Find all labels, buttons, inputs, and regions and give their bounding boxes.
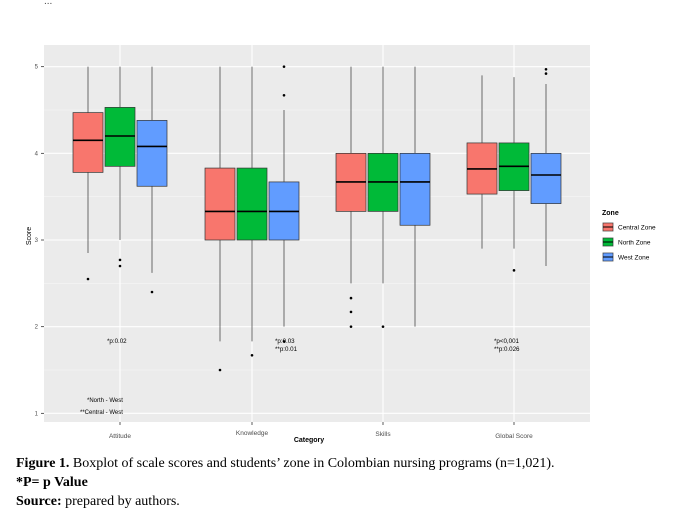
source-label: Source: [16,494,62,509]
outlier-point [544,72,548,75]
box-west-zone [530,152,562,204]
y-tick-label: 3 [35,238,39,244]
y-tick-label: 5 [35,65,39,71]
y-tick-label: 4 [35,151,39,157]
outlier-point [349,325,353,328]
figure-caption: Figure 1. Boxplot of scale scores and st… [16,456,555,472]
box-west-zone [399,152,431,226]
box-west-zone [136,120,168,187]
note-central-west: **Central - West [80,410,123,416]
annotation-global-2: **p:0.026 [494,346,520,353]
outlier-point [349,310,353,314]
plot-panel [44,45,590,422]
outlier-point [150,290,154,294]
legend-label: North Zone [618,240,651,247]
y-axis-title: Score [26,227,33,245]
legend-label: West Zone [618,255,650,262]
outlier-point [218,368,222,372]
source-text: prepared by authors. [61,494,180,509]
x-tick-label: Global Score [495,433,533,440]
outlier-point [282,340,286,343]
outlier-point [282,93,286,97]
outlier-point [381,325,385,328]
source-note: Source: prepared by authors. [16,494,180,510]
legend-label: Central Zone [618,225,656,232]
boxplot-chart: 1 2 3 4 5 Attitude Knowledge Skills Global Score… [26,45,656,444]
outlier-point [118,264,122,268]
y-tick-label: 1 [35,411,39,417]
box-central-zone [204,167,236,241]
figure-text: Boxplot of scale scores and students’ zo… [69,456,555,471]
box-central-zone [72,112,104,173]
x-tick-label: Skills [375,431,391,438]
box-north-zone [236,167,268,241]
outlier-point [349,296,353,300]
note-north-west: *North - West [87,398,123,404]
outlier-point [86,277,90,281]
pvalue-note: *P= p Value [16,475,88,490]
legend-title: Zone [602,210,619,217]
figure-label: Figure 1. [16,456,70,471]
x-tick-label: Knowledge [236,430,269,437]
annotation-knowledge-1: *p:0.03 [275,338,295,345]
x-tick-label: Attitude [109,433,131,440]
outlier-point [118,258,122,262]
annotation-knowledge-2: **p:0.01 [275,346,298,353]
y-tick-label: 2 [35,325,39,331]
outlier-point [544,67,548,71]
annotation-attitude: *p:0.02 [107,338,127,345]
annotation-global-1: *p<0,001 [494,338,520,345]
outlier-point [512,269,516,272]
boxplot-figure: 1 2 3 4 5 Attitude Knowledge Skills Global Score… [26,45,656,444]
x-axis-title: Category [294,437,324,444]
box-north-zone [104,107,136,167]
outlier-point [282,65,286,68]
header-fragment: ... [44,0,53,7]
outlier-point [250,353,254,357]
